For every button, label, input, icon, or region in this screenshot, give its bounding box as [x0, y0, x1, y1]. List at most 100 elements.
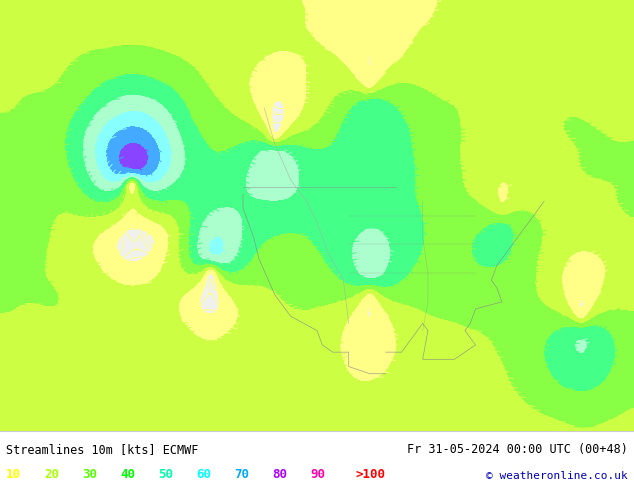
- FancyArrowPatch shape: [281, 414, 283, 416]
- Text: 30: 30: [82, 468, 98, 481]
- FancyArrowPatch shape: [263, 148, 266, 150]
- FancyArrowPatch shape: [106, 31, 108, 33]
- FancyArrowPatch shape: [571, 201, 573, 203]
- FancyArrowPatch shape: [297, 225, 300, 227]
- FancyArrowPatch shape: [15, 46, 17, 48]
- FancyArrowPatch shape: [15, 318, 17, 320]
- FancyArrowPatch shape: [36, 59, 39, 61]
- FancyArrowPatch shape: [527, 55, 530, 57]
- FancyArrowPatch shape: [242, 381, 245, 383]
- FancyArrowPatch shape: [121, 289, 124, 292]
- FancyArrowPatch shape: [373, 305, 376, 307]
- FancyArrowPatch shape: [281, 246, 284, 248]
- FancyArrowPatch shape: [164, 427, 167, 430]
- FancyArrowPatch shape: [31, 223, 33, 226]
- FancyArrowPatch shape: [176, 24, 178, 26]
- FancyArrowPatch shape: [196, 391, 198, 393]
- Text: 60: 60: [197, 468, 212, 481]
- FancyArrowPatch shape: [465, 341, 467, 343]
- FancyArrowPatch shape: [314, 366, 317, 368]
- FancyArrowPatch shape: [25, 81, 28, 83]
- FancyArrowPatch shape: [457, 405, 460, 407]
- FancyArrowPatch shape: [528, 145, 530, 147]
- FancyArrowPatch shape: [247, 67, 249, 69]
- FancyArrowPatch shape: [36, 167, 38, 169]
- FancyArrowPatch shape: [178, 233, 180, 235]
- FancyArrowPatch shape: [107, 133, 109, 135]
- FancyArrowPatch shape: [127, 48, 130, 50]
- FancyArrowPatch shape: [576, 228, 579, 230]
- FancyArrowPatch shape: [275, 113, 277, 115]
- FancyArrowPatch shape: [134, 193, 137, 195]
- FancyArrowPatch shape: [318, 429, 320, 432]
- FancyArrowPatch shape: [366, 15, 368, 17]
- FancyArrowPatch shape: [373, 328, 375, 330]
- FancyArrowPatch shape: [483, 398, 486, 400]
- FancyArrowPatch shape: [522, 428, 524, 431]
- Text: Streamlines 10m [kts] ECMWF: Streamlines 10m [kts] ECMWF: [6, 443, 198, 456]
- FancyArrowPatch shape: [219, 86, 221, 88]
- FancyArrowPatch shape: [20, 117, 23, 120]
- FancyArrowPatch shape: [165, 233, 167, 235]
- Text: 50: 50: [158, 468, 174, 481]
- FancyArrowPatch shape: [196, 318, 198, 320]
- FancyArrowPatch shape: [527, 267, 529, 269]
- FancyArrowPatch shape: [297, 274, 299, 276]
- FancyArrowPatch shape: [306, 120, 308, 122]
- FancyArrowPatch shape: [41, 226, 43, 228]
- FancyArrowPatch shape: [20, 179, 23, 181]
- FancyArrowPatch shape: [527, 284, 529, 286]
- FancyArrowPatch shape: [565, 255, 567, 258]
- FancyArrowPatch shape: [208, 97, 210, 99]
- FancyArrowPatch shape: [366, 430, 369, 432]
- FancyArrowPatch shape: [446, 424, 449, 427]
- FancyArrowPatch shape: [271, 263, 273, 266]
- FancyArrowPatch shape: [10, 430, 13, 432]
- FancyArrowPatch shape: [517, 67, 519, 70]
- FancyArrowPatch shape: [63, 420, 65, 422]
- FancyArrowPatch shape: [313, 419, 314, 421]
- FancyArrowPatch shape: [72, 274, 75, 276]
- FancyArrowPatch shape: [315, 287, 318, 289]
- FancyArrowPatch shape: [166, 302, 169, 304]
- FancyArrowPatch shape: [153, 249, 155, 251]
- FancyArrowPatch shape: [591, 97, 593, 99]
- FancyArrowPatch shape: [275, 92, 277, 94]
- FancyArrowPatch shape: [113, 115, 116, 117]
- FancyArrowPatch shape: [480, 94, 482, 96]
- FancyArrowPatch shape: [259, 165, 261, 168]
- FancyArrowPatch shape: [309, 183, 311, 185]
- FancyArrowPatch shape: [274, 359, 276, 362]
- FancyArrowPatch shape: [538, 116, 541, 118]
- FancyArrowPatch shape: [304, 112, 306, 114]
- FancyArrowPatch shape: [10, 391, 12, 392]
- FancyArrowPatch shape: [459, 308, 461, 310]
- FancyArrowPatch shape: [138, 137, 139, 139]
- FancyArrowPatch shape: [20, 197, 23, 199]
- FancyArrowPatch shape: [276, 301, 278, 303]
- FancyArrowPatch shape: [344, 424, 346, 426]
- FancyArrowPatch shape: [200, 324, 203, 326]
- FancyArrowPatch shape: [362, 181, 364, 183]
- FancyArrowPatch shape: [226, 362, 229, 365]
- FancyArrowPatch shape: [321, 36, 323, 38]
- FancyArrowPatch shape: [276, 291, 278, 293]
- FancyArrowPatch shape: [446, 252, 449, 254]
- FancyArrowPatch shape: [489, 84, 491, 86]
- Text: 90: 90: [311, 468, 326, 481]
- FancyArrowPatch shape: [41, 255, 44, 257]
- FancyArrowPatch shape: [593, 340, 595, 342]
- FancyArrowPatch shape: [36, 207, 38, 209]
- FancyArrowPatch shape: [587, 264, 590, 266]
- FancyArrowPatch shape: [512, 308, 514, 310]
- FancyArrowPatch shape: [365, 78, 367, 80]
- FancyArrowPatch shape: [613, 395, 616, 398]
- FancyArrowPatch shape: [215, 329, 217, 331]
- Text: © weatheronline.co.uk: © weatheronline.co.uk: [486, 471, 628, 481]
- FancyArrowPatch shape: [287, 307, 288, 310]
- FancyArrowPatch shape: [291, 243, 294, 245]
- FancyArrowPatch shape: [41, 237, 44, 239]
- FancyArrowPatch shape: [405, 181, 407, 183]
- FancyArrowPatch shape: [408, 334, 410, 336]
- FancyArrowPatch shape: [207, 339, 209, 341]
